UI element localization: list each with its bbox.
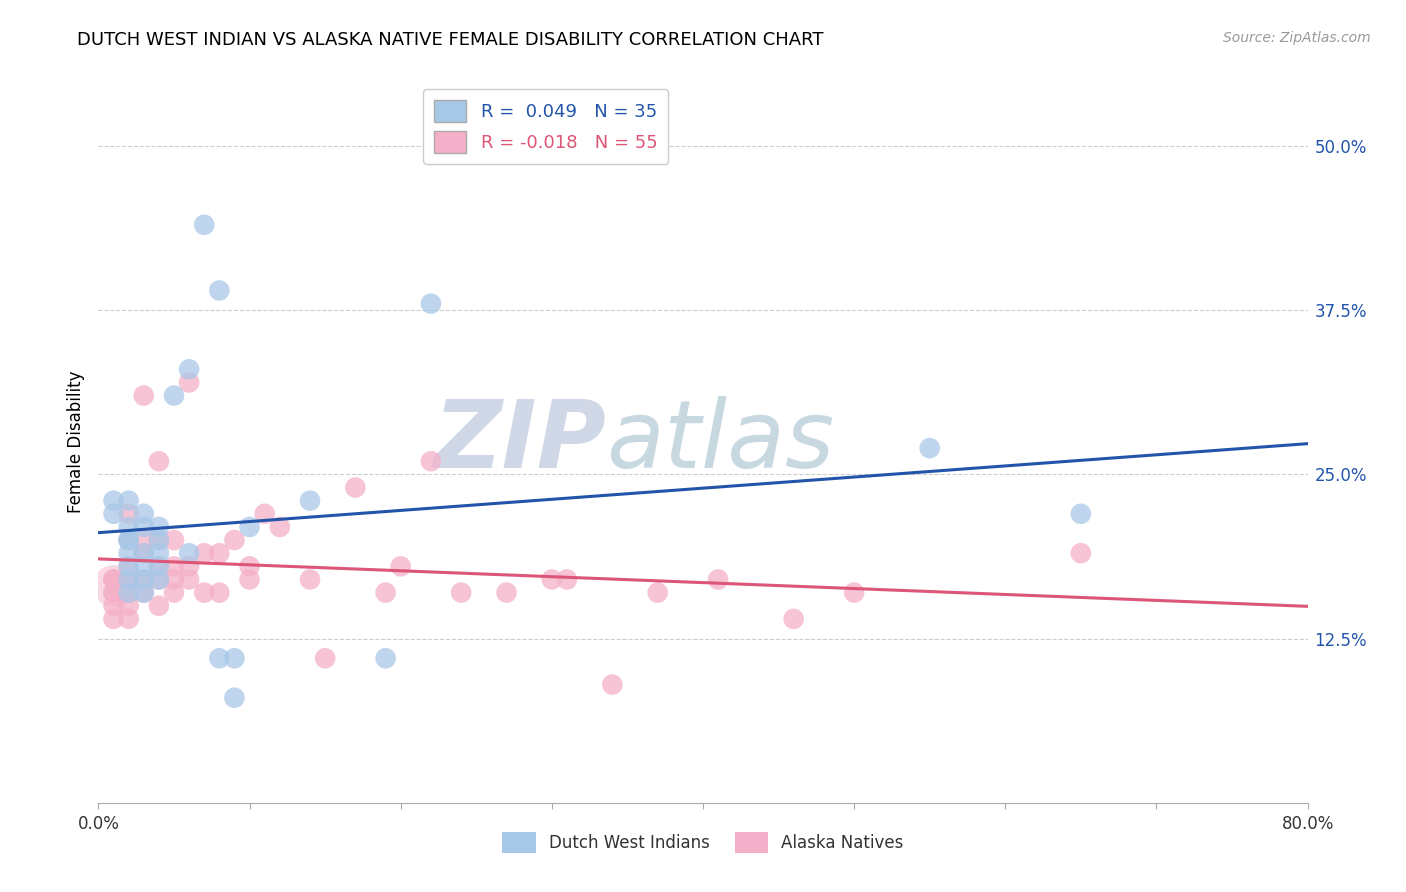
Point [103, 585, 125, 599]
Point [132, 573, 155, 587]
Point [253, 507, 276, 521]
Point [389, 559, 412, 574]
Point [602, 677, 624, 691]
Point [224, 651, 246, 665]
Point [163, 559, 186, 574]
Point [208, 546, 231, 560]
Point [374, 585, 396, 599]
Point [132, 388, 155, 402]
Point [118, 493, 141, 508]
Point [707, 573, 730, 587]
Point [179, 362, 201, 376]
Point [208, 651, 231, 665]
Point [239, 573, 262, 587]
Point [495, 585, 517, 599]
Point [148, 573, 170, 587]
Point [132, 559, 155, 574]
Point [148, 454, 170, 468]
Point [179, 559, 201, 574]
Point [118, 559, 141, 574]
Point [148, 559, 170, 574]
Point [148, 533, 170, 547]
Text: DUTCH WEST INDIAN VS ALASKA NATIVE FEMALE DISABILITY CORRELATION CHART: DUTCH WEST INDIAN VS ALASKA NATIVE FEMAL… [77, 31, 824, 49]
Point [344, 481, 367, 495]
Point [103, 599, 125, 613]
Y-axis label: Female Disability: Female Disability [66, 370, 84, 513]
Point [103, 612, 125, 626]
Point [132, 520, 155, 534]
Point [239, 559, 262, 574]
Point [118, 520, 141, 534]
Point [148, 599, 170, 613]
Point [118, 533, 141, 547]
Point [179, 376, 201, 390]
Point [193, 218, 215, 232]
Point [647, 585, 669, 599]
Point [132, 533, 155, 547]
Point [118, 546, 141, 560]
Point [299, 573, 322, 587]
Point [118, 585, 141, 599]
Point [103, 585, 125, 599]
Point [540, 573, 562, 587]
Point [118, 573, 141, 587]
Point [163, 533, 186, 547]
Point [118, 599, 141, 613]
Point [118, 533, 141, 547]
Point [118, 559, 141, 574]
Point [1070, 546, 1092, 560]
Point [132, 507, 155, 521]
Point [420, 296, 443, 310]
Point [783, 612, 806, 626]
Point [179, 573, 201, 587]
Text: ZIP: ZIP [433, 395, 606, 488]
Point [132, 585, 155, 599]
Point [148, 573, 170, 587]
Point [193, 585, 215, 599]
Point [374, 651, 396, 665]
Point [208, 284, 231, 298]
Point [193, 546, 215, 560]
Point [103, 507, 125, 521]
Point [118, 507, 141, 521]
Point [555, 573, 578, 587]
Point [844, 585, 866, 599]
Point [179, 546, 201, 560]
Point [314, 651, 336, 665]
Point [148, 520, 170, 534]
Point [118, 612, 141, 626]
Point [450, 585, 472, 599]
Point [103, 579, 125, 593]
Point [208, 585, 231, 599]
Text: Source: ZipAtlas.com: Source: ZipAtlas.com [1223, 31, 1371, 45]
Point [163, 585, 186, 599]
Point [148, 533, 170, 547]
Point [103, 573, 125, 587]
Point [118, 573, 141, 587]
Point [918, 441, 941, 455]
Point [132, 573, 155, 587]
Point [163, 573, 186, 587]
Point [118, 533, 141, 547]
Point [163, 388, 186, 402]
Point [420, 454, 443, 468]
Point [1070, 507, 1092, 521]
Point [148, 559, 170, 574]
Point [103, 493, 125, 508]
Point [299, 493, 322, 508]
Point [103, 573, 125, 587]
Point [132, 546, 155, 560]
Text: atlas: atlas [606, 396, 835, 487]
Point [132, 585, 155, 599]
Point [224, 533, 246, 547]
Point [118, 585, 141, 599]
Point [269, 520, 291, 534]
Point [224, 690, 246, 705]
Point [239, 520, 262, 534]
Point [132, 546, 155, 560]
Point [148, 546, 170, 560]
Legend: Dutch West Indians, Alaska Natives: Dutch West Indians, Alaska Natives [495, 826, 911, 860]
